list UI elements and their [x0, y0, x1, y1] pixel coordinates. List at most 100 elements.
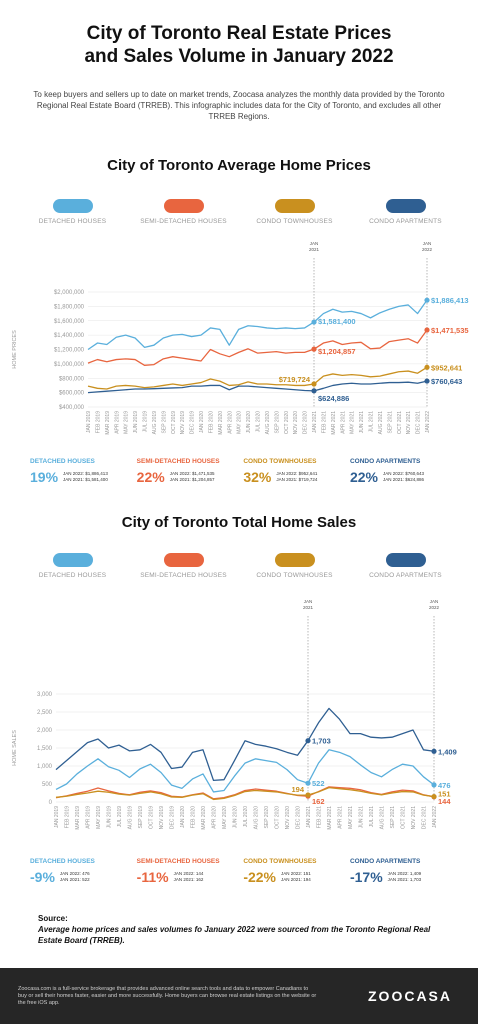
x-tick-label: JUL 2020 — [243, 806, 249, 827]
stat-card: CONDO APARTMENTS -17% JAN 2022: 1,409 JAN 2… — [350, 858, 450, 885]
stat-detail-line: JAN 2022: 476 — [59, 871, 90, 876]
data-point-detached-2022 — [424, 297, 430, 303]
x-tick-label: NOV 2019 — [180, 411, 186, 435]
sales-legend: DETACHED HOUSES SEMI-DETACHED HOUSES CON… — [20, 553, 458, 579]
y-tick-label: 500 — [42, 782, 53, 788]
x-tick-label: APR 2020 — [212, 806, 218, 829]
y-tick-label: 1,500 — [37, 746, 53, 752]
page-title-line-1: City of Toronto Real Estate Prices — [86, 23, 392, 44]
x-tick-label: JUL 2021 — [369, 411, 375, 432]
x-tick-label: APR 2021 — [340, 411, 346, 434]
x-tick-label: NOV 2020 — [293, 411, 299, 435]
stat-row: 22% JAN 2022: $1,471,535 JAN 2021: $1,204,… — [137, 469, 237, 485]
x-tick-label: OCT 2020 — [275, 806, 281, 829]
stat-title: CONDO TOWNHOUSES — [243, 458, 317, 465]
marker-label: JAN — [430, 599, 439, 604]
marker-label: 2021 — [303, 605, 314, 610]
data-label: $1,581,400 — [318, 317, 356, 326]
legend-swatch — [163, 553, 204, 567]
y-tick-label: 3,000 — [37, 692, 53, 698]
data-point-detached-2022 — [431, 782, 437, 788]
data-point-town-2021 — [311, 381, 317, 387]
stat-percent: 22% — [136, 469, 165, 485]
x-tick-label: NOV 2021 — [411, 806, 417, 830]
stat-detail-line: JAN 2022: 144 — [173, 871, 204, 876]
y-tick-label: 2,000 — [37, 728, 53, 734]
x-tick-label: OCT 2019 — [149, 806, 155, 829]
stat-title: SEMI-DETACHED HOUSES — [136, 458, 220, 465]
x-tick-label: AUG 2019 — [128, 806, 134, 830]
x-tick-label: APR 2019 — [86, 806, 92, 829]
source-heading: Source: — [38, 914, 68, 923]
x-tick-label: MAY 2019 — [124, 411, 130, 434]
stat-title: SEMI-DETACHED HOUSES — [136, 858, 220, 865]
x-tick-label: JUN 2020 — [233, 806, 239, 828]
stat-detail-line: JAN 2021: $719,724 — [276, 477, 318, 482]
legend-item-semi: SEMI-DETACHED HOUSES — [131, 199, 236, 225]
x-tick-label: JUL 2019 — [143, 411, 149, 432]
zoocasa-logo: ZOOCASA — [368, 988, 452, 1004]
stat-row: -22% JAN 2022: 151 JAN 2021: 194 — [243, 869, 343, 885]
x-tick-label: JUN 2019 — [107, 806, 113, 828]
series-line-apt — [55, 707, 435, 782]
stat-detail: JAN 2022: 151 JAN 2021: 194 — [281, 871, 311, 883]
x-tick-label: OCT 2021 — [401, 806, 407, 829]
stat-row: 19% JAN 2022: $1,886,413 JAN 2021: $1,581,… — [30, 469, 130, 485]
stat-row: 22% JAN 2022: $760,643 JAN 2021: $624,886 — [350, 469, 450, 485]
stat-detail-line: JAN 2021: $624,886 — [383, 477, 425, 482]
x-tick-label: MAY 2021 — [348, 806, 354, 829]
x-tick-label: JUN 2021 — [359, 411, 365, 433]
x-tick-label: NOV 2019 — [159, 806, 165, 830]
data-point-detached-2021 — [311, 319, 317, 325]
x-tick-label: SEP 2021 — [390, 806, 396, 829]
data-label: 162 — [312, 797, 325, 806]
legend-label: SEMI-DETACHED HOUSES — [140, 572, 227, 579]
legend-swatch — [385, 553, 426, 567]
legend-item-townhouse: CONDO TOWNHOUSES — [242, 199, 347, 225]
stat-row: -11% JAN 2022: 144 JAN 2021: 162 — [137, 869, 237, 885]
stat-card: CONDO TOWNHOUSES 32% JAN 2022: $952,641 JAN… — [243, 458, 343, 485]
x-tick-label: JAN 2021 — [312, 411, 318, 433]
y-tick-label: 2,500 — [37, 710, 53, 716]
legend-label: SEMI-DETACHED HOUSES — [140, 218, 227, 225]
x-tick-label: JUL 2019 — [117, 806, 123, 827]
x-tick-label: AUG 2020 — [265, 411, 271, 435]
stat-detail: JAN 2022: $760,643 JAN 2021: $624,886 — [383, 471, 424, 483]
x-tick-label: OCT 2021 — [397, 411, 403, 434]
legend-swatch — [385, 199, 426, 213]
marker-label: JAN — [423, 241, 432, 246]
stat-percent: 19% — [30, 469, 59, 485]
data-point-semi-2021 — [311, 346, 317, 352]
y-tick-label: $600,000 — [59, 391, 85, 397]
x-tick-label: OCT 2019 — [171, 411, 177, 434]
x-tick-label: JAN 2019 — [86, 411, 92, 433]
stat-title: CONDO TOWNHOUSES — [243, 858, 317, 865]
stat-percent: 32% — [243, 469, 272, 485]
y-tick-label: $1,400,000 — [54, 333, 85, 339]
stat-title: DETACHED HOUSES — [30, 458, 95, 465]
x-tick-label: JUN 2020 — [246, 411, 252, 433]
y-tick-label: 0 — [49, 800, 53, 806]
marker-label: 2022 — [429, 605, 440, 610]
legend-item-semi: SEMI-DETACHED HOUSES — [131, 553, 236, 579]
x-tick-label: AUG 2021 — [380, 806, 386, 830]
stat-detail-line: JAN 2022: 1,409 — [387, 871, 422, 876]
stat-detail-line: JAN 2021: $1,204,857 — [169, 477, 215, 482]
x-tick-label: SEP 2019 — [138, 806, 144, 829]
x-tick-label: JAN 2020 — [180, 806, 186, 828]
x-tick-label: FEB 2019 — [65, 806, 71, 828]
data-label: 476 — [438, 781, 451, 790]
legend-label: CONDO TOWNHOUSES — [256, 572, 333, 579]
data-label: 194 — [291, 785, 304, 794]
x-tick-label: FEB 2019 — [95, 411, 101, 433]
x-tick-label: JUL 2020 — [256, 411, 262, 432]
stat-card: CONDO TOWNHOUSES -22% JAN 2022: 151 JAN 202… — [243, 858, 343, 885]
footer: Zoocasa.com is a full-service brokerage … — [0, 968, 478, 1024]
x-tick-label: AUG 2021 — [378, 411, 384, 435]
legend-swatch — [163, 199, 204, 213]
data-point-town-2022 — [431, 793, 437, 800]
x-tick-label: SEP 2020 — [264, 806, 270, 829]
x-tick-label: NOV 2020 — [285, 806, 291, 830]
data-point-town-2021 — [305, 792, 311, 798]
data-point-apt-2021 — [311, 388, 317, 394]
